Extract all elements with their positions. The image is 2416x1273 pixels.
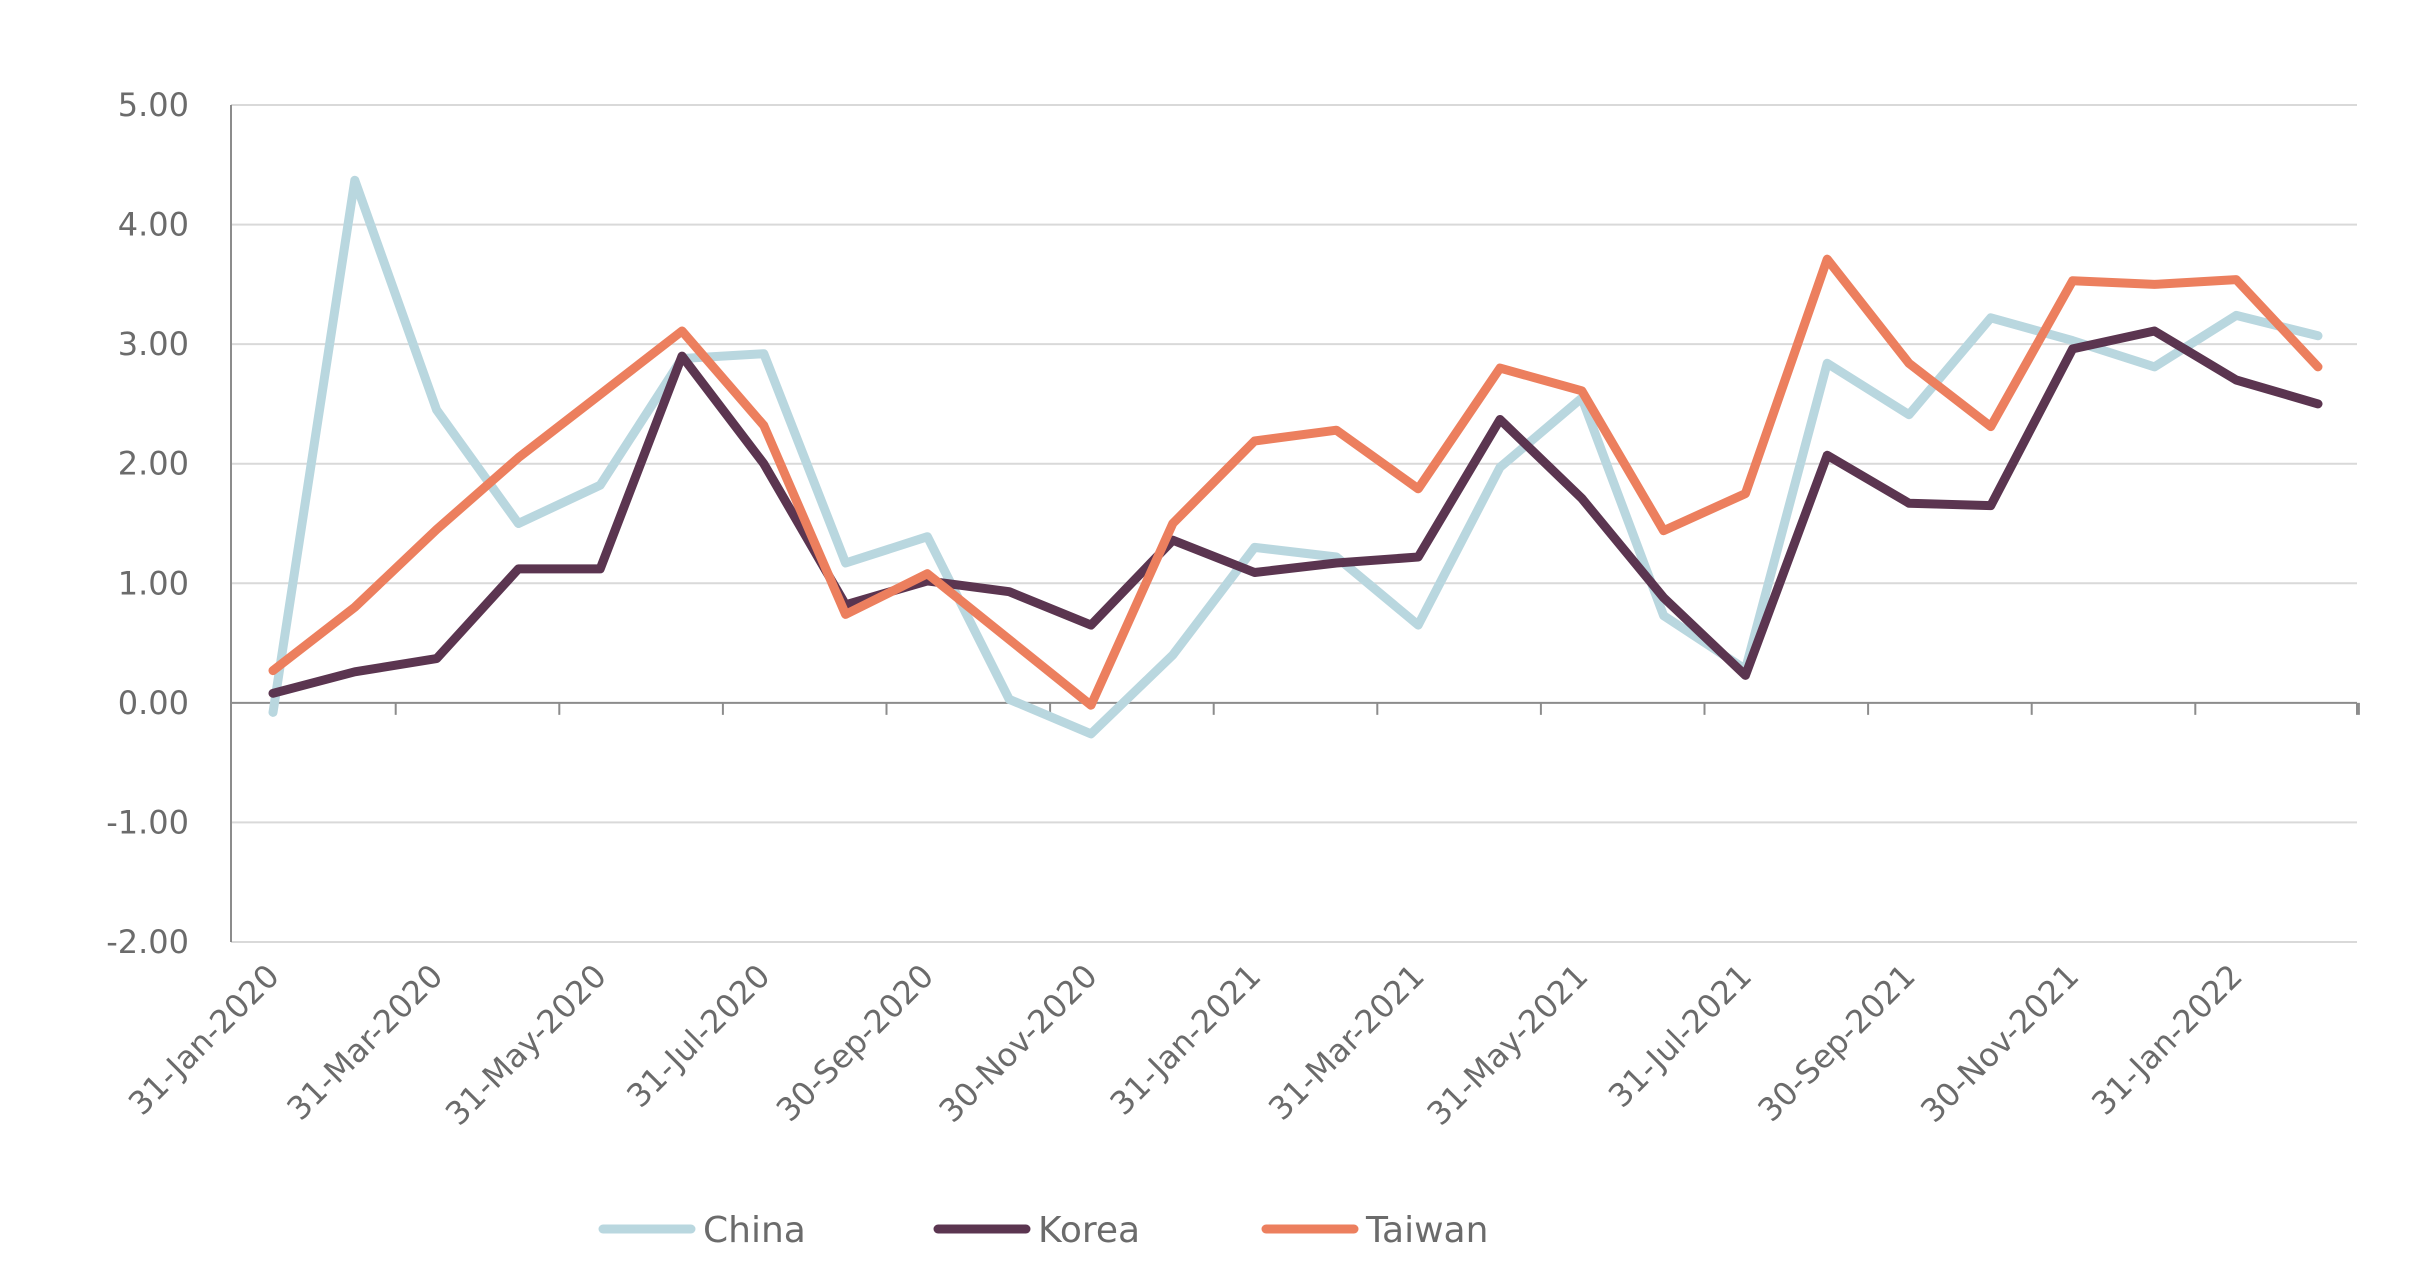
y-tick-label: -2.00 <box>106 923 189 961</box>
x-tick-label: 31-Jan-2022 <box>2084 957 2250 1123</box>
legend-label-korea: Korea <box>1038 1210 1140 1251</box>
x-tick-label: 31-Jul-2021 <box>1601 957 1759 1115</box>
y-tick-label: 3.00 <box>118 325 189 363</box>
x-tick-label: 30-Sep-2021 <box>1750 957 1922 1129</box>
x-tick-label: 30-Sep-2020 <box>769 957 941 1129</box>
series-line-korea <box>268 326 2323 698</box>
series-lines <box>268 175 2323 739</box>
x-tick-label: 31-Jan-2021 <box>1103 957 1269 1123</box>
x-tick-label: 31-Mar-2020 <box>279 957 450 1128</box>
y-tick-label: 0.00 <box>118 684 189 722</box>
legend-label-china: China <box>703 1210 806 1251</box>
legend-label-taiwan: Taiwan <box>1365 1210 1488 1251</box>
y-tick-label: 1.00 <box>118 564 189 602</box>
x-tick-label: 31-Jan-2020 <box>121 957 287 1123</box>
x-tick-label: 30-Nov-2020 <box>932 957 1105 1130</box>
y-axis-ticks: 5.00 4.00 3.00 2.00 1.00 0.00 -1.00 -2.00 <box>106 86 189 961</box>
x-tick-label: 30-Nov-2021 <box>1913 957 2086 1130</box>
y-tick-label: 2.00 <box>118 445 189 483</box>
legend: China Korea Taiwan <box>598 1210 1488 1251</box>
gridlines <box>231 104 2357 943</box>
series-line-taiwan <box>268 254 2323 710</box>
y-tick-label: 5.00 <box>118 86 189 124</box>
x-tick-label: 31-May-2020 <box>438 957 614 1133</box>
x-tick-label: 31-May-2021 <box>1419 957 1595 1133</box>
y-tick-label: 4.00 <box>118 206 189 244</box>
x-tick-label: 31-Mar-2021 <box>1261 957 1432 1128</box>
x-tick-label: 31-Jul-2020 <box>619 957 777 1115</box>
series-line-china <box>268 175 2323 739</box>
y-tick-label: -1.00 <box>106 803 189 841</box>
